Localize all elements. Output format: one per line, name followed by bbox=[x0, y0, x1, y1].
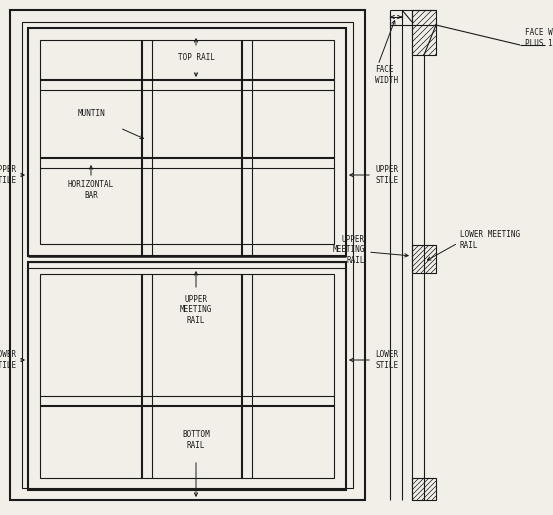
Bar bbox=[22, 22, 353, 488]
Text: UPPER
STILE: UPPER STILE bbox=[0, 165, 17, 185]
Text: UPPER
MEETING
RAIL: UPPER MEETING RAIL bbox=[180, 295, 212, 325]
Bar bbox=[10, 10, 365, 500]
Text: BOTTOM
RAIL: BOTTOM RAIL bbox=[182, 431, 210, 450]
Text: FACE WIDTH
PLUS 1/4": FACE WIDTH PLUS 1/4" bbox=[525, 28, 553, 48]
Text: HORIZONTAL
BAR: HORIZONTAL BAR bbox=[68, 180, 114, 200]
Bar bbox=[28, 28, 346, 256]
Bar bbox=[40, 274, 334, 478]
Text: LOWER
STILE: LOWER STILE bbox=[0, 350, 17, 370]
Text: LOWER
STILE: LOWER STILE bbox=[375, 350, 398, 370]
Text: UPPER
MEETING
RAIL: UPPER MEETING RAIL bbox=[332, 235, 365, 265]
Text: MUNTIN: MUNTIN bbox=[77, 109, 105, 117]
Bar bbox=[40, 40, 334, 244]
Text: FACE
WIDTH: FACE WIDTH bbox=[375, 65, 398, 84]
Bar bbox=[412, 10, 436, 55]
Bar bbox=[28, 262, 346, 490]
Bar bbox=[412, 245, 436, 273]
Text: LOWER MEETING
RAIL: LOWER MEETING RAIL bbox=[460, 230, 520, 250]
Bar bbox=[412, 478, 436, 500]
Text: TOP RAIL: TOP RAIL bbox=[178, 54, 215, 62]
Text: UPPER
STILE: UPPER STILE bbox=[375, 165, 398, 185]
